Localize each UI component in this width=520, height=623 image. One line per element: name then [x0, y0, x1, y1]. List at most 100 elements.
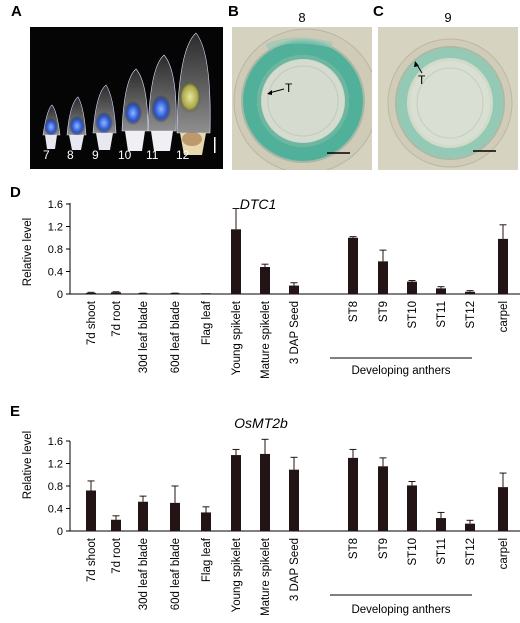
- y-tick-label-3: 1.2: [48, 222, 63, 234]
- category-label-4: Flag leaf: [201, 300, 213, 345]
- bar-2: [138, 293, 148, 294]
- category-label-0: 7d shoot: [86, 537, 98, 582]
- category-label-10: ST10: [407, 538, 419, 566]
- bar-0: [86, 490, 96, 531]
- bar-13: [498, 238, 508, 294]
- stage-label-8: 8: [67, 148, 74, 162]
- group-label: Developing anthers: [351, 365, 450, 377]
- category-label-7: 3 DAP Seed: [289, 538, 301, 601]
- bar-8: [348, 457, 358, 531]
- panel-letter-e: E: [10, 403, 21, 420]
- bar-4: [201, 512, 211, 531]
- y-tick-label-2: 0.8: [48, 481, 63, 493]
- category-label-4: Flag leaf: [201, 537, 213, 582]
- y-tick-label-1: 0.4: [48, 504, 63, 516]
- y-tick-label-3: 1.2: [48, 459, 63, 471]
- category-label-5: Young spikelet: [231, 537, 243, 612]
- category-label-9: ST9: [378, 301, 390, 322]
- y-tick-label-4: 1.6: [48, 436, 63, 448]
- chart-title: DTC1: [240, 196, 277, 212]
- category-label-12: ST12: [465, 538, 477, 566]
- category-label-6: Mature spikelet: [260, 300, 272, 379]
- bar-6: [260, 453, 270, 531]
- bars: [86, 229, 508, 294]
- bar-8: [348, 237, 358, 294]
- bar-0: [86, 292, 96, 294]
- bar-1: [111, 292, 121, 294]
- y-axis-label: Relative level: [22, 431, 34, 499]
- bar-7: [289, 285, 299, 294]
- tapetum-marker-b: T: [285, 81, 293, 95]
- category-label-7: 3 DAP Seed: [289, 301, 301, 364]
- osmt2b-expression-chart: OsMT2b Relative level Developing anthers…: [22, 415, 520, 616]
- bar-3: [170, 502, 180, 531]
- panel-letter-a: A: [11, 3, 22, 20]
- bar-12: [465, 291, 475, 294]
- y-axis-label: Relative level: [22, 218, 34, 286]
- panel-letter-c: C: [373, 3, 384, 20]
- group-label: Developing anthers: [351, 604, 450, 616]
- stage-label-7: 7: [43, 148, 50, 162]
- error-bars: [87, 438, 507, 524]
- category-label-5: Young spikelet: [231, 300, 243, 375]
- category-label-2: 30d leaf blade: [138, 538, 150, 610]
- y-tick-label-4: 1.6: [48, 199, 63, 211]
- bar-2: [138, 501, 148, 531]
- panel-letter-d: D: [10, 184, 21, 201]
- stage-label-10: 10: [118, 148, 132, 162]
- y-ticks: 0 0.4 0.8 1.2 1.6: [48, 199, 70, 301]
- stage-label-12: 12: [176, 148, 190, 162]
- bar-9: [378, 261, 388, 294]
- bar-12: [465, 523, 475, 531]
- category-label-12: ST12: [465, 301, 477, 329]
- category-label-0: 7d shoot: [86, 300, 98, 345]
- y-tick-label-2: 0.8: [48, 244, 63, 256]
- bar-6: [260, 267, 270, 294]
- bar-9: [378, 466, 388, 531]
- error-bars: [87, 208, 507, 294]
- bar-3: [170, 293, 180, 294]
- anther-section-stage9-illustration: [378, 27, 518, 170]
- chart-title: OsMT2b: [234, 415, 288, 431]
- bar-13: [498, 487, 508, 531]
- category-label-9: ST9: [378, 538, 390, 559]
- category-label-13: carpel: [498, 301, 510, 332]
- category-label-1: 7d root: [111, 300, 123, 337]
- tapetum-marker-c: T: [418, 73, 426, 87]
- flower-stages-photo: 7 8 9 10 11 12: [30, 27, 223, 169]
- y-tick-label-0: 0: [57, 289, 63, 301]
- bar-5: [231, 229, 241, 294]
- bar-1: [111, 519, 121, 531]
- y-tick-label-0: 0: [57, 526, 63, 538]
- category-label-6: Mature spikelet: [260, 537, 272, 616]
- category-label-8: ST8: [348, 538, 360, 559]
- stage-label-11: 11: [146, 148, 159, 162]
- bar-4: [201, 293, 211, 294]
- anther-section-stage8-illustration: [232, 27, 372, 170]
- category-label-11: ST11: [436, 538, 448, 565]
- category-label-1: 7d root: [111, 537, 123, 574]
- category-label-3: 60d leaf blade: [170, 301, 182, 373]
- bar-10: [407, 281, 417, 294]
- panel-letter-b: B: [228, 3, 239, 20]
- category-label-11: ST11: [436, 301, 448, 328]
- y-tick-label-1: 0.4: [48, 267, 63, 279]
- stage-label-9: 9: [92, 148, 99, 162]
- anther-section-stage9-photo: T: [378, 27, 518, 170]
- category-label-13: carpel: [498, 538, 510, 569]
- bar-11: [436, 518, 446, 531]
- category-label-3: 60d leaf blade: [170, 538, 182, 610]
- flower-stages-illustration: [42, 32, 216, 155]
- dtc1-expression-chart: DTC1 Relative level Developing anthers 0…: [22, 196, 520, 379]
- bar-10: [407, 485, 417, 531]
- category-label-8: ST8: [348, 301, 360, 322]
- panel-b-stage-title: 8: [298, 10, 306, 25]
- bar-7: [289, 469, 299, 531]
- bar-11: [436, 288, 446, 294]
- category-labels: 7d shoot 7d root 30d leaf blade 60d leaf bl…: [86, 537, 510, 616]
- bars: [86, 453, 508, 531]
- y-ticks: 0 0.4 0.8 1.2 1.6: [48, 436, 70, 538]
- category-label-10: ST10: [407, 301, 419, 329]
- category-labels: 7d shoot 7d root 30d leaf blade 60d leaf bl…: [86, 300, 510, 379]
- bar-5: [231, 455, 241, 531]
